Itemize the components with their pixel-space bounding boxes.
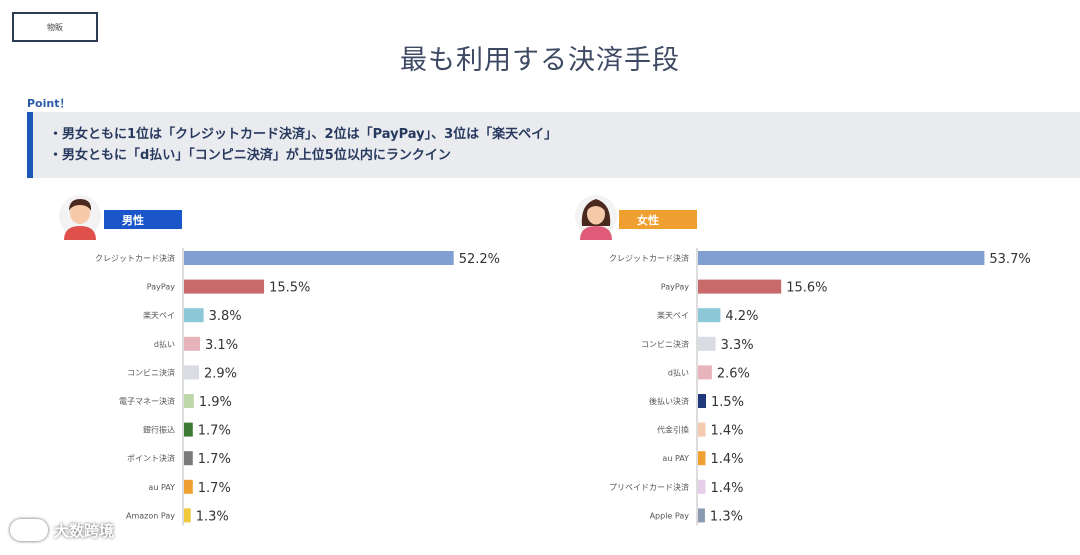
bar xyxy=(184,508,191,523)
bar xyxy=(184,279,265,294)
point-line-1: ・男女ともに1位は「クレジットカード決済」、2位は「PayPay」、3位は「楽天… xyxy=(49,127,558,142)
data-label: 1.9% xyxy=(199,395,232,410)
data-label: 2.6% xyxy=(717,366,750,381)
category-label: 楽天ペイ xyxy=(143,310,175,320)
bar xyxy=(184,479,193,494)
bar xyxy=(184,336,201,351)
category-label: 銀行振込 xyxy=(143,425,175,435)
category-label: 後払い決済 xyxy=(649,396,689,406)
male-badge: 男性 xyxy=(104,210,182,229)
data-label: 1.4% xyxy=(710,452,743,467)
bar xyxy=(698,308,721,323)
data-label: 1.5% xyxy=(711,395,744,410)
category-label: クレジットカード決済 xyxy=(95,253,175,263)
category-label: PayPay xyxy=(147,283,175,292)
chart-2: クレジットカード決済 53.7% PayPay 15.6% 楽天ペイ 4.2% コンビニ決済… xyxy=(609,248,1031,526)
data-label: 53.7% xyxy=(989,252,1030,267)
data-label: 1.7% xyxy=(198,481,231,496)
point-label: Point！ xyxy=(27,97,71,110)
bar xyxy=(698,451,706,466)
bar xyxy=(698,251,985,265)
data-label: 15.5% xyxy=(269,281,310,296)
data-label: 3.3% xyxy=(721,338,754,353)
category-label: コンビニ決済 xyxy=(641,339,689,349)
brand-name: 大数跨境 xyxy=(54,521,115,540)
data-label: 3.8% xyxy=(209,309,242,324)
data-label: 1.3% xyxy=(710,509,743,524)
footer-watermark: 大数跨境 xyxy=(10,519,114,541)
data-label: 3.1% xyxy=(205,338,238,353)
data-label: 1.4% xyxy=(710,481,743,496)
category-label: 代金引換 xyxy=(657,425,689,435)
brand-logo-icon xyxy=(10,519,48,541)
data-label: 1.4% xyxy=(710,424,743,439)
bar xyxy=(184,251,454,265)
bar xyxy=(698,422,706,437)
data-label: 1.3% xyxy=(196,509,229,524)
category-label: d払い xyxy=(668,367,689,377)
category-label: d払い xyxy=(154,339,175,349)
chart-1: クレジットカード決済 52.2% PayPay 15.5% 楽天ペイ 3.8% d払い 3.1… xyxy=(95,248,500,526)
category-label: ポイント決済 xyxy=(127,453,175,463)
category-label: プリペイドカード決済 xyxy=(609,482,689,492)
data-label: 4.2% xyxy=(725,309,758,324)
category-label: PayPay xyxy=(661,283,689,292)
category-label: au PAY xyxy=(662,454,689,463)
category-label: 楽天ペイ xyxy=(657,310,689,320)
bar xyxy=(698,279,782,294)
bar xyxy=(698,508,705,523)
bar xyxy=(698,365,712,380)
bar xyxy=(184,394,194,408)
data-label: 52.2% xyxy=(459,252,500,267)
category-label: クレジットカード決済 xyxy=(609,253,689,263)
section-tag: 物販 xyxy=(12,12,98,42)
point-line-2: ・男女ともに「d払い」「コンピニ決済」が上位5位以内にランクイン xyxy=(49,148,451,163)
category-label: コンビニ決済 xyxy=(127,367,175,377)
bar xyxy=(698,479,706,494)
category-label: Amazon Pay xyxy=(126,511,175,520)
data-label: 1.7% xyxy=(198,424,231,439)
category-label: Apple Pay xyxy=(650,511,690,520)
page-title: 最も利用する決済手段 xyxy=(400,45,680,76)
point-box: ・男女ともに1位は「クレジットカード決済」、2位は「PayPay」、3位は「楽天… xyxy=(27,112,1080,178)
bar xyxy=(184,308,204,323)
female-badge: 女性 xyxy=(619,210,697,229)
data-label: 2.9% xyxy=(204,366,237,381)
bar xyxy=(184,365,199,380)
male-avatar-icon xyxy=(59,195,101,240)
data-label: 1.7% xyxy=(198,452,231,467)
bar xyxy=(698,394,706,408)
female-avatar-icon xyxy=(575,195,617,240)
data-label: 15.6% xyxy=(786,281,827,296)
category-label: au PAY xyxy=(148,483,175,492)
bar xyxy=(698,336,716,351)
category-label: 電子マネー決済 xyxy=(119,396,175,406)
bar xyxy=(184,422,193,437)
bar xyxy=(184,451,193,466)
